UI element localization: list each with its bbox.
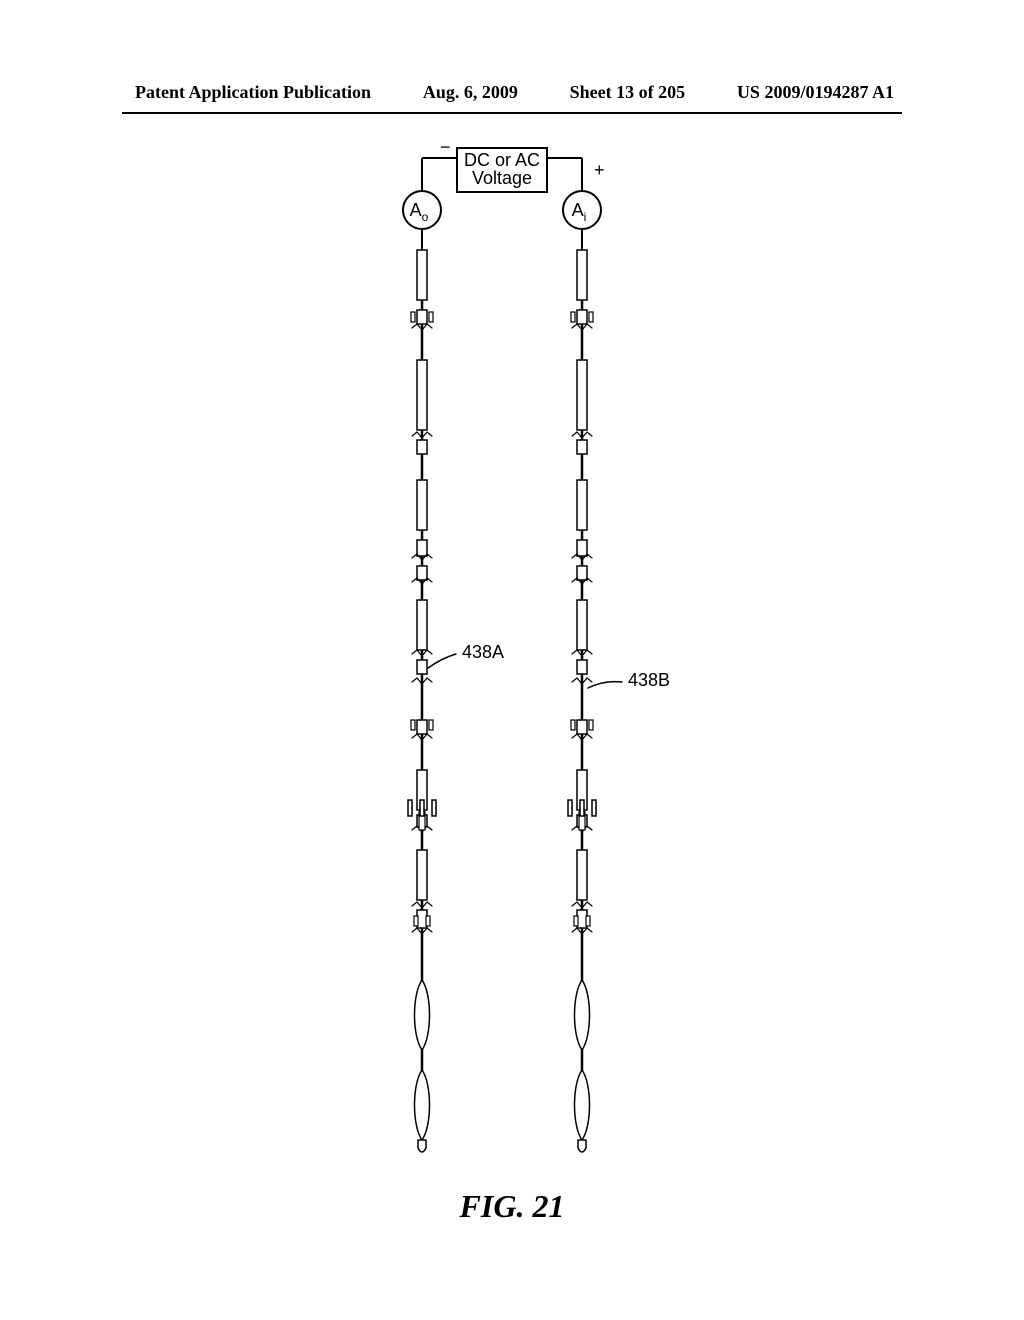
header-sheet: Sheet 13 of 205 — [570, 82, 686, 103]
header-rule — [122, 112, 902, 114]
header-publication: Patent Application Publication — [135, 82, 371, 103]
svg-text:DC or AC: DC or AC — [464, 150, 540, 170]
figure-caption: FIG. 21 — [0, 1188, 1024, 1225]
svg-text:+: + — [594, 160, 605, 180]
svg-text:438A: 438A — [462, 642, 504, 662]
svg-text:438B: 438B — [628, 670, 670, 690]
svg-text:−: − — [440, 140, 451, 157]
header-docnum: US 2009/0194287 A1 — [737, 82, 894, 103]
page-header: Patent Application Publication Aug. 6, 2… — [0, 82, 1024, 103]
figure-diagram: DC or ACVoltage−+AoAi438A438B — [0, 140, 1024, 1180]
header-date: Aug. 6, 2009 — [423, 82, 518, 103]
svg-text:Voltage: Voltage — [472, 168, 532, 188]
